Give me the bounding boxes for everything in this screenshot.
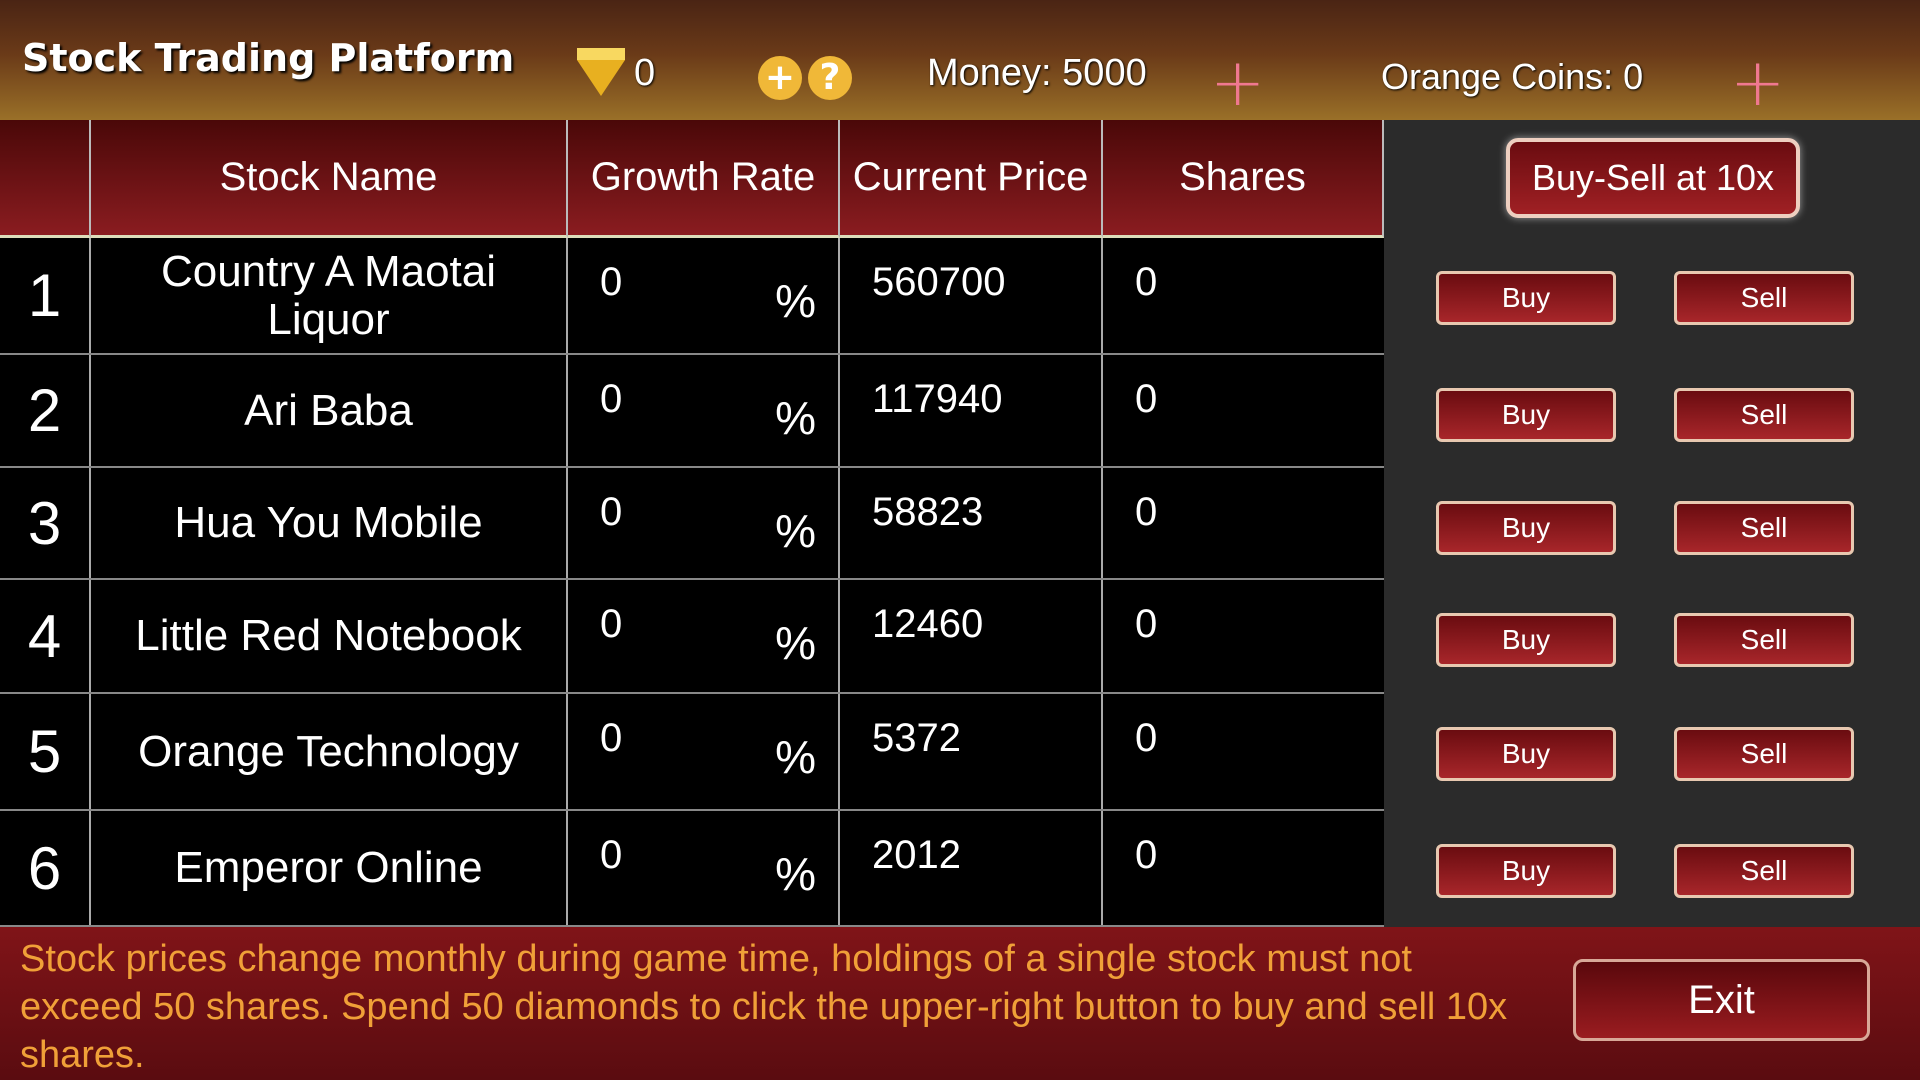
percent-sign: % — [775, 848, 816, 900]
header-shares: Shares — [1103, 120, 1384, 238]
buy-button[interactable]: Buy — [1436, 727, 1616, 781]
buy-button[interactable]: Buy — [1436, 501, 1616, 555]
diamond-icon — [577, 48, 625, 96]
growth-value: 0 — [600, 490, 623, 534]
buy-sell-10x-button[interactable]: Buy-Sell at 10x — [1506, 138, 1800, 218]
current-price: 2012 — [840, 811, 1103, 925]
buy-button[interactable]: Buy — [1436, 388, 1616, 442]
current-price: 58823 — [840, 468, 1103, 578]
stock-name: Emperor Online — [91, 811, 568, 925]
header-stock-name: Stock Name — [91, 120, 568, 238]
add-orange-coins-button[interactable]: + — [1730, 44, 1786, 121]
exit-button[interactable]: Exit — [1573, 959, 1870, 1041]
percent-sign: % — [775, 275, 816, 327]
buy-button[interactable]: Buy — [1436, 613, 1616, 667]
shares-held: 0 — [1135, 833, 1158, 877]
row-index: 3 — [0, 468, 91, 578]
table-row: 5 Orange Technology 0% 5372 0 — [0, 694, 1384, 811]
shares-held: 0 — [1135, 490, 1158, 534]
shares-held: 0 — [1135, 716, 1158, 760]
growth-value: 0 — [600, 716, 623, 760]
diamond-count: 0 — [634, 52, 656, 94]
current-price: 117940 — [840, 355, 1103, 466]
table-row: 2 Ari Baba 0% 117940 0 — [0, 355, 1384, 468]
growth-value: 0 — [600, 260, 623, 304]
sell-button[interactable]: Sell — [1674, 844, 1854, 898]
table-row: 1 Country A Maotai Liquor 0% 560700 0 — [0, 238, 1384, 355]
growth-rate: 0% — [568, 238, 840, 353]
add-money-button[interactable]: + — [1210, 44, 1266, 121]
add-diamond-button[interactable]: + — [758, 56, 802, 100]
stock-name: Orange Technology — [91, 694, 568, 809]
row-index: 5 — [0, 694, 91, 809]
growth-value: 0 — [600, 833, 623, 877]
percent-sign: % — [775, 505, 816, 557]
current-price: 560700 — [840, 238, 1103, 353]
sell-button[interactable]: Sell — [1674, 271, 1854, 325]
growth-rate: 0% — [568, 694, 840, 809]
table-row: 3 Hua You Mobile 0% 58823 0 — [0, 468, 1384, 580]
percent-sign: % — [775, 392, 816, 444]
table-row: 4 Little Red Notebook 0% 12460 0 — [0, 580, 1384, 694]
top-bar: Stock Trading Platform 0 + ? Money: 5000… — [0, 0, 1920, 120]
growth-value: 0 — [600, 602, 623, 646]
row-index: 6 — [0, 811, 91, 925]
row-index: 1 — [0, 238, 91, 353]
sell-button[interactable]: Sell — [1674, 501, 1854, 555]
orange-coins-display: Orange Coins: 0 — [1381, 56, 1644, 97]
growth-rate: 0% — [568, 580, 840, 692]
sell-button[interactable]: Sell — [1674, 388, 1854, 442]
current-price: 12460 — [840, 580, 1103, 692]
stock-name: Little Red Notebook — [91, 580, 568, 692]
shares-held: 0 — [1135, 377, 1158, 421]
sell-button[interactable]: Sell — [1674, 727, 1854, 781]
footer: Stock prices change monthly during game … — [0, 927, 1920, 1080]
growth-rate: 0% — [568, 468, 840, 578]
growth-rate: 0% — [568, 355, 840, 466]
percent-sign: % — [775, 731, 816, 783]
growth-rate: 0% — [568, 811, 840, 925]
table-row: 6 Emperor Online 0% 2012 0 — [0, 811, 1384, 927]
stock-name: Ari Baba — [91, 355, 568, 466]
header-current-price: Current Price — [840, 120, 1103, 238]
row-index: 4 — [0, 580, 91, 692]
row-index: 2 — [0, 355, 91, 466]
header-index — [0, 120, 91, 238]
shares-held: 0 — [1135, 260, 1158, 304]
buy-button[interactable]: Buy — [1436, 844, 1616, 898]
sell-button[interactable]: Sell — [1674, 613, 1854, 667]
page-title: Stock Trading Platform — [22, 36, 515, 80]
current-price: 5372 — [840, 694, 1103, 809]
growth-value: 0 — [600, 377, 623, 421]
stock-name: Country A Maotai Liquor — [91, 238, 568, 353]
buy-button[interactable]: Buy — [1436, 271, 1616, 325]
rules-note: Stock prices change monthly during game … — [20, 938, 1508, 1076]
stock-name: Hua You Mobile — [91, 468, 568, 578]
money-display: Money: 5000 — [927, 52, 1147, 94]
help-button[interactable]: ? — [808, 56, 852, 100]
shares-held: 0 — [1135, 602, 1158, 646]
header-growth-rate: Growth Rate — [568, 120, 840, 238]
percent-sign: % — [775, 617, 816, 669]
